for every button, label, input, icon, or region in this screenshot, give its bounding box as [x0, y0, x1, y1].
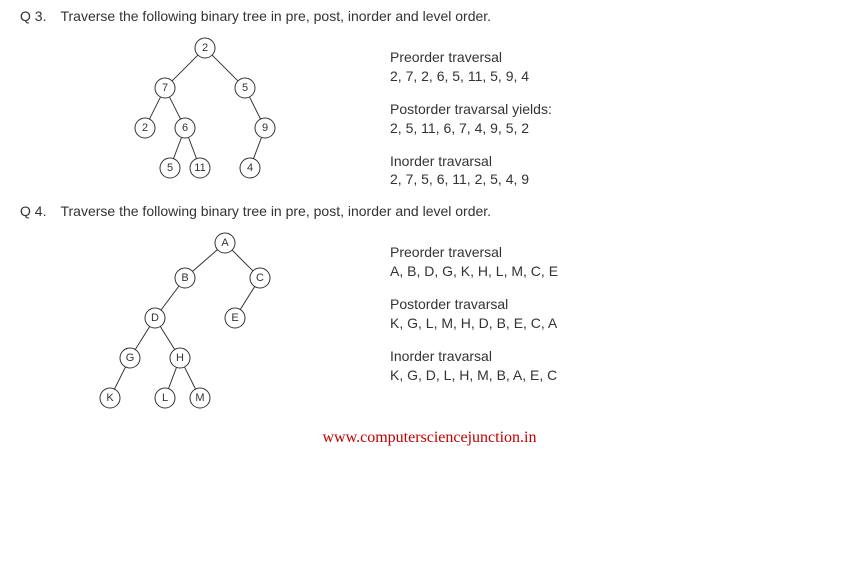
- tree-diagram-q4: A B C D E G H K L M: [20, 223, 390, 423]
- postorder-block: Postorder travarsal K, G, L, M, H, D, B,…: [390, 295, 839, 333]
- answers-q3: Preorder traversal 2, 7, 2, 6, 5, 11, 5,…: [390, 28, 839, 203]
- tree-edge: [160, 327, 174, 350]
- question-number: Q 3.: [20, 8, 46, 24]
- tree-node-label: D: [151, 312, 159, 324]
- tree-node-label: 4: [247, 162, 253, 174]
- question-text: Traverse the following binary tree in pr…: [60, 8, 839, 24]
- tree-edge: [193, 250, 218, 272]
- tree-node-label: 2: [142, 122, 148, 134]
- tree-edge: [161, 286, 179, 310]
- tree-node-label: C: [256, 272, 264, 284]
- tree-edge: [232, 250, 253, 271]
- tree-edge: [114, 367, 125, 389]
- inorder-value: K, G, D, L, H, M, B, A, E, C: [390, 366, 839, 385]
- tree-node-label: 9: [262, 122, 268, 134]
- tree-edge: [189, 137, 197, 158]
- tree-node-label: K: [106, 392, 114, 404]
- tree-node-label: L: [162, 392, 168, 404]
- question-number: Q 4.: [20, 203, 46, 219]
- tree-node-label: 7: [162, 82, 168, 94]
- binary-tree-svg: A B C D E G H K L M: [75, 223, 335, 423]
- inorder-title: Inorder travarsal: [390, 347, 839, 366]
- answers-q4: Preorder traversal A, B, D, G, K, H, L, …: [390, 223, 839, 398]
- preorder-value: A, B, D, G, K, H, L, M, C, E: [390, 262, 839, 281]
- postorder-value: K, G, L, M, H, D, B, E, C, A: [390, 314, 839, 333]
- preorder-block: Preorder traversal A, B, D, G, K, H, L, …: [390, 243, 839, 281]
- binary-tree-svg: 2 7 5 2 6 9 5 11 4: [75, 28, 335, 188]
- tree-edge: [254, 137, 262, 158]
- preorder-title: Preorder traversal: [390, 243, 839, 262]
- tree-node-label: E: [231, 312, 238, 324]
- tree-edge: [135, 327, 149, 350]
- tree-diagram-q3: 2 7 5 2 6 9 5 11 4: [20, 28, 390, 188]
- inorder-block: Inorder travarsal 2, 7, 5, 6, 11, 2, 5, …: [390, 152, 839, 190]
- tree-edge: [169, 97, 180, 119]
- tree-node-label: G: [126, 352, 135, 364]
- tree-edge: [174, 137, 182, 158]
- tree-node-label: 6: [182, 122, 188, 134]
- tree-node-label: 11: [194, 162, 205, 174]
- tree-edge: [249, 97, 260, 119]
- preorder-title: Preorder traversal: [390, 48, 839, 67]
- inorder-value: 2, 7, 5, 6, 11, 2, 5, 4, 9: [390, 170, 839, 189]
- tree-edge: [184, 367, 195, 389]
- tree-edge: [240, 287, 254, 310]
- postorder-title: Postorder travarsal: [390, 295, 839, 314]
- tree-edge: [169, 368, 177, 389]
- tree-node-label: B: [181, 272, 188, 284]
- preorder-value: 2, 7, 2, 6, 5, 11, 5, 9, 4: [390, 67, 839, 86]
- tree-edge: [149, 97, 160, 119]
- footer-link: www.computersciencejunction.in: [20, 429, 839, 447]
- question-4-content: A B C D E G H K L M Preorder traversal A, B, D, G…: [20, 223, 839, 423]
- postorder-value: 2, 5, 11, 6, 7, 4, 9, 5, 2: [390, 119, 839, 138]
- inorder-block: Inorder travarsal K, G, D, L, H, M, B, A…: [390, 347, 839, 385]
- preorder-block: Preorder traversal 2, 7, 2, 6, 5, 11, 5,…: [390, 48, 839, 86]
- tree-node-label: A: [221, 237, 229, 249]
- tree-edge: [172, 55, 198, 81]
- postorder-block: Postorder travarsal yields: 2, 5, 11, 6,…: [390, 100, 839, 138]
- question-text: Traverse the following binary tree in pr…: [60, 203, 839, 219]
- tree-edge: [212, 55, 238, 81]
- question-3-header: Q 3. Traverse the following binary tree …: [20, 8, 839, 24]
- tree-node-label: 5: [242, 82, 248, 94]
- tree-node-label: H: [176, 352, 184, 364]
- question-4-header: Q 4. Traverse the following binary tree …: [20, 203, 839, 219]
- tree-node-label: 2: [202, 42, 208, 54]
- question-3-content: 2 7 5 2 6 9 5 11 4 Preorder traversal 2, 7, 2, 6…: [20, 28, 839, 203]
- tree-node-label: 5: [167, 162, 173, 174]
- tree-node-label: M: [195, 392, 204, 404]
- postorder-title: Postorder travarsal yields:: [390, 100, 839, 119]
- inorder-title: Inorder travarsal: [390, 152, 839, 171]
